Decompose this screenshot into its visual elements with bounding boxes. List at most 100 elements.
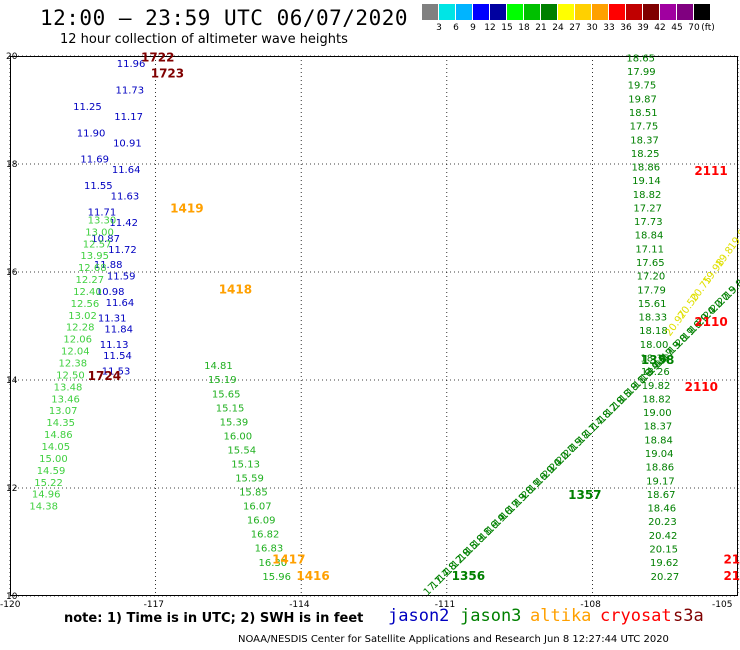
lat-tick-label: 18 bbox=[6, 160, 18, 170]
satellite-name-jason3: jason3 bbox=[460, 606, 522, 626]
lon-tick-label: -114 bbox=[289, 600, 310, 610]
jason3-track-east-value: 18.84 bbox=[635, 231, 664, 242]
jason3-track-east-value: 19.62 bbox=[650, 558, 679, 569]
legend-swatch bbox=[660, 4, 676, 20]
jason3-track-east-value: 19.75 bbox=[628, 81, 657, 92]
jason3-track-west-value: 12.28 bbox=[66, 323, 95, 334]
legend-swatch bbox=[609, 4, 625, 20]
jason3-track-east-value: 18.65 bbox=[626, 53, 655, 64]
jason3-track-west-value: 13.95 bbox=[80, 251, 109, 262]
legend-label: 42 bbox=[654, 23, 666, 33]
jason2-track-value: 10.98 bbox=[96, 287, 125, 298]
lat-tick-label: 16 bbox=[6, 268, 18, 278]
jason3-track-east-value: 18.37 bbox=[644, 422, 673, 433]
jason3-track-east-value: 18.82 bbox=[642, 394, 671, 405]
satellite-name-altika: altika bbox=[530, 606, 592, 626]
jason3-track-east-value: 15.61 bbox=[638, 299, 667, 310]
jason2-track-value: 11.13 bbox=[100, 340, 129, 351]
jason3-track-west-value: 13.00 bbox=[85, 227, 114, 238]
jason3-track-east-value: 17.79 bbox=[637, 285, 666, 296]
legend-swatch bbox=[626, 4, 642, 20]
jason2-track-value: 11.90 bbox=[77, 128, 106, 139]
jason3-track-mid-value: 16.00 bbox=[224, 431, 253, 442]
jason3-track-west-value: 15.00 bbox=[39, 454, 68, 465]
jason3-track-east-value: 19.00 bbox=[643, 408, 672, 419]
jason3-track-east-value: 19.87 bbox=[628, 94, 657, 105]
jason3-track-west-value: 12.04 bbox=[61, 347, 90, 358]
jason3-track-east-value: 18.86 bbox=[631, 163, 660, 174]
jason2-track-value: 11.72 bbox=[108, 245, 137, 256]
legend-label: 36 bbox=[620, 23, 632, 33]
footer-credit: NOAA/NESDIS Center for Satellite Applica… bbox=[238, 634, 669, 645]
jason3-track-west-value: 12.68 bbox=[78, 263, 107, 274]
jason2-track-value: 10.91 bbox=[113, 139, 142, 150]
jason2-track-value: 11.31 bbox=[98, 313, 127, 324]
legend-label: 24 bbox=[552, 23, 564, 33]
jason2-track-value: 11.53 bbox=[102, 366, 131, 377]
pass-time-label: 1416 bbox=[296, 569, 329, 583]
jason3-track-east-value: 18.00 bbox=[640, 340, 669, 351]
jason3-track-east-value: 17.65 bbox=[636, 258, 665, 269]
legend-swatch bbox=[643, 4, 659, 20]
jason3-track-mid-value: 15.13 bbox=[231, 459, 260, 470]
jason3-track-east-value: 18.84 bbox=[644, 435, 673, 446]
legend-swatch bbox=[524, 4, 540, 20]
jason3-track-east-value: 18.35 bbox=[640, 354, 669, 365]
pass-time-label: 21 bbox=[723, 569, 740, 583]
jason2-track-value: 11.69 bbox=[80, 155, 109, 166]
jason3-track-east-value: 19.17 bbox=[646, 476, 675, 487]
jason2-track-value: 11.54 bbox=[103, 351, 132, 362]
jason3-track-mid-value: 15.39 bbox=[220, 417, 249, 428]
lon-tick-label: -105 bbox=[712, 600, 733, 610]
jason3-track-east-value: 19.82 bbox=[642, 381, 671, 392]
legend-swatch bbox=[473, 4, 489, 20]
jason3-track-east-value: 17.73 bbox=[634, 217, 663, 228]
jason3-track-east-value: 20.23 bbox=[648, 517, 677, 528]
jason3-track-mid-value: 16.30 bbox=[258, 558, 287, 569]
jason3-track-west-value: 14.59 bbox=[37, 466, 66, 477]
jason3-track-west-value: 14.35 bbox=[46, 418, 75, 429]
legend-swatch bbox=[439, 4, 455, 20]
legend-label: 6 bbox=[453, 23, 459, 33]
legend-label: 33 bbox=[603, 23, 615, 33]
footer-note: note: 1) Time is in UTC; 2) SWH is in fe… bbox=[64, 611, 364, 626]
wave-height-map: 10 12 14 16 18 20 11.25 11.90 11.69 11.55 11.71 10.… bbox=[6, 50, 740, 602]
lat-tick-label: 20 bbox=[6, 52, 18, 62]
lat-tick-label: 12 bbox=[6, 484, 17, 494]
pass-time-label: 1724 bbox=[88, 369, 121, 383]
legend-swatch bbox=[490, 4, 506, 20]
jason3-track-mid-value: 16.09 bbox=[247, 516, 276, 527]
lon-tick-label: -117 bbox=[143, 600, 165, 610]
pass-time-label: 1358 bbox=[641, 353, 674, 367]
jason2-track-value: 11.96 bbox=[117, 59, 146, 70]
legend-label: 45 bbox=[671, 23, 683, 33]
legend-label: 9 bbox=[470, 23, 476, 33]
jason3-track-mid-value: 15.54 bbox=[227, 445, 256, 456]
jason3-track-west-value: 12.27 bbox=[76, 275, 105, 286]
jason3-track-east-value: 18.51 bbox=[629, 108, 658, 119]
jason3-track-east-value: 18.86 bbox=[646, 463, 675, 474]
jason2-track-value: 11.17 bbox=[114, 112, 143, 123]
jason3-track-west-value: 12.06 bbox=[63, 335, 92, 346]
jason3-track-east-value: 18.37 bbox=[630, 135, 659, 146]
jason2-track-value: 11.71 bbox=[88, 207, 117, 218]
pass-time-label: 2110 bbox=[685, 380, 718, 394]
jason3-track-mid-value: 15.96 bbox=[262, 572, 291, 583]
legend-label: 39 bbox=[637, 23, 649, 33]
jason2-track-value: 11.73 bbox=[116, 85, 145, 96]
jason3-track-east-value: 18.46 bbox=[647, 504, 676, 515]
lon-tick-label: -108 bbox=[580, 600, 601, 610]
legend-label: 12 bbox=[484, 23, 496, 33]
jason2-track-value: 11.55 bbox=[84, 181, 113, 192]
jason3-track-west-value: 14.38 bbox=[29, 502, 58, 513]
jason2-track-value: 11.63 bbox=[111, 192, 140, 203]
page-title: 12:00 – 23:59 UTC 06/07/2020 bbox=[40, 6, 409, 30]
legend-label: 70 bbox=[688, 23, 700, 33]
jason3-track-west-value: 12.56 bbox=[71, 299, 100, 310]
satellite-name-s3a: s3a bbox=[673, 606, 704, 626]
pass-time-label: 2111 bbox=[694, 164, 727, 178]
jason3-track-west-value: 13.30 bbox=[88, 215, 117, 226]
jason2-track-value: 11.88 bbox=[94, 260, 123, 271]
jason2-track-value: 10.87 bbox=[91, 234, 120, 245]
